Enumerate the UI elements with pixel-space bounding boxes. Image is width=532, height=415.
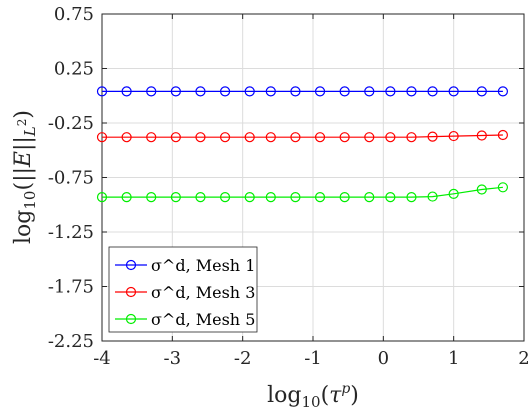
y-tick-label: -1.25	[48, 222, 94, 243]
data-point	[497, 86, 508, 97]
legend-marker	[125, 313, 137, 325]
data-point	[170, 132, 181, 143]
data-point	[290, 132, 301, 143]
data-point	[265, 192, 276, 203]
data-point	[195, 192, 206, 203]
x-tick-label: -4	[93, 348, 111, 369]
data-point	[406, 132, 417, 143]
x-ticks: -4 -3 -2 -1 0 1 2	[93, 14, 530, 369]
legend-label: σ^d, Mesh 1	[151, 256, 255, 275]
data-point	[170, 192, 181, 203]
data-point	[290, 192, 301, 203]
data-point	[497, 182, 508, 193]
y-ticks: 0.75 0.25 -0.25 -0.75 -1.25 -1.75 -2.25	[48, 4, 524, 352]
data-point	[146, 86, 157, 97]
x-tick-label: -3	[164, 348, 182, 369]
data-point	[406, 192, 417, 203]
series-1	[96, 86, 508, 97]
x-tick-label: 2	[518, 348, 529, 369]
data-point	[96, 86, 108, 97]
y-tick-label: -0.75	[48, 168, 94, 189]
data-point	[339, 192, 350, 203]
legend-entry: σ^d, Mesh 3	[115, 283, 255, 302]
legend: σ^d, Mesh 1 σ^d, Mesh 3 σ^d, Mesh 5	[108, 246, 258, 333]
series-line	[102, 134, 503, 138]
data-point	[290, 86, 301, 97]
data-point	[244, 132, 255, 143]
data-point	[427, 191, 438, 202]
series-2	[96, 129, 508, 143]
data-point	[497, 129, 508, 141]
data-point	[219, 86, 231, 97]
legend-entry: σ^d, Mesh 1	[115, 256, 255, 275]
data-point	[314, 132, 326, 143]
data-point	[195, 86, 206, 97]
data-point	[476, 86, 487, 97]
data-point	[364, 192, 375, 203]
data-point	[265, 132, 276, 143]
x-tick-label: 0	[378, 348, 389, 369]
series-3	[96, 182, 508, 203]
data-point	[385, 132, 396, 143]
data-point	[244, 192, 255, 203]
data-point	[121, 86, 132, 97]
data-point	[406, 86, 417, 97]
x-axis-label: log10(τp)	[267, 381, 359, 411]
series-group	[96, 86, 508, 203]
data-point	[476, 130, 487, 141]
y-tick-label: -1.75	[48, 277, 94, 298]
data-point	[427, 86, 438, 97]
x-tick-label: -2	[234, 348, 252, 369]
data-point	[448, 188, 459, 199]
y-tick-label: 0.75	[54, 4, 94, 25]
data-point	[265, 86, 276, 97]
series-line	[102, 186, 503, 198]
data-point	[195, 132, 206, 143]
data-point	[146, 132, 157, 143]
y-tick-label: -0.25	[48, 113, 94, 134]
data-point	[244, 86, 255, 97]
data-point	[121, 132, 132, 143]
data-point	[121, 192, 132, 203]
data-point	[146, 192, 157, 203]
legend-marker	[125, 286, 137, 298]
legend-entry: σ^d, Mesh 5	[115, 310, 255, 329]
y-axis-label: log10(||E||L2)	[11, 110, 39, 244]
x-tick-label: 1	[448, 348, 459, 369]
data-point	[219, 192, 231, 203]
data-point	[448, 86, 459, 97]
data-point	[339, 86, 350, 97]
data-point	[170, 86, 181, 97]
legend-marker	[125, 259, 137, 271]
data-point	[339, 132, 350, 143]
data-point	[476, 184, 487, 195]
y-tick-label: -2.25	[48, 331, 94, 352]
data-point	[364, 132, 375, 143]
data-point	[448, 130, 459, 142]
data-point	[219, 132, 231, 143]
data-point	[96, 132, 108, 143]
legend-label: σ^d, Mesh 5	[151, 310, 255, 329]
data-point	[364, 86, 375, 97]
y-tick-label: 0.25	[54, 59, 94, 80]
data-point	[314, 192, 326, 203]
x-tick-label: -1	[304, 348, 322, 369]
data-point	[427, 131, 438, 142]
data-point	[385, 86, 396, 97]
data-point	[96, 192, 108, 203]
legend-label: σ^d, Mesh 3	[151, 283, 255, 302]
data-point	[314, 86, 326, 97]
data-point	[385, 192, 396, 203]
